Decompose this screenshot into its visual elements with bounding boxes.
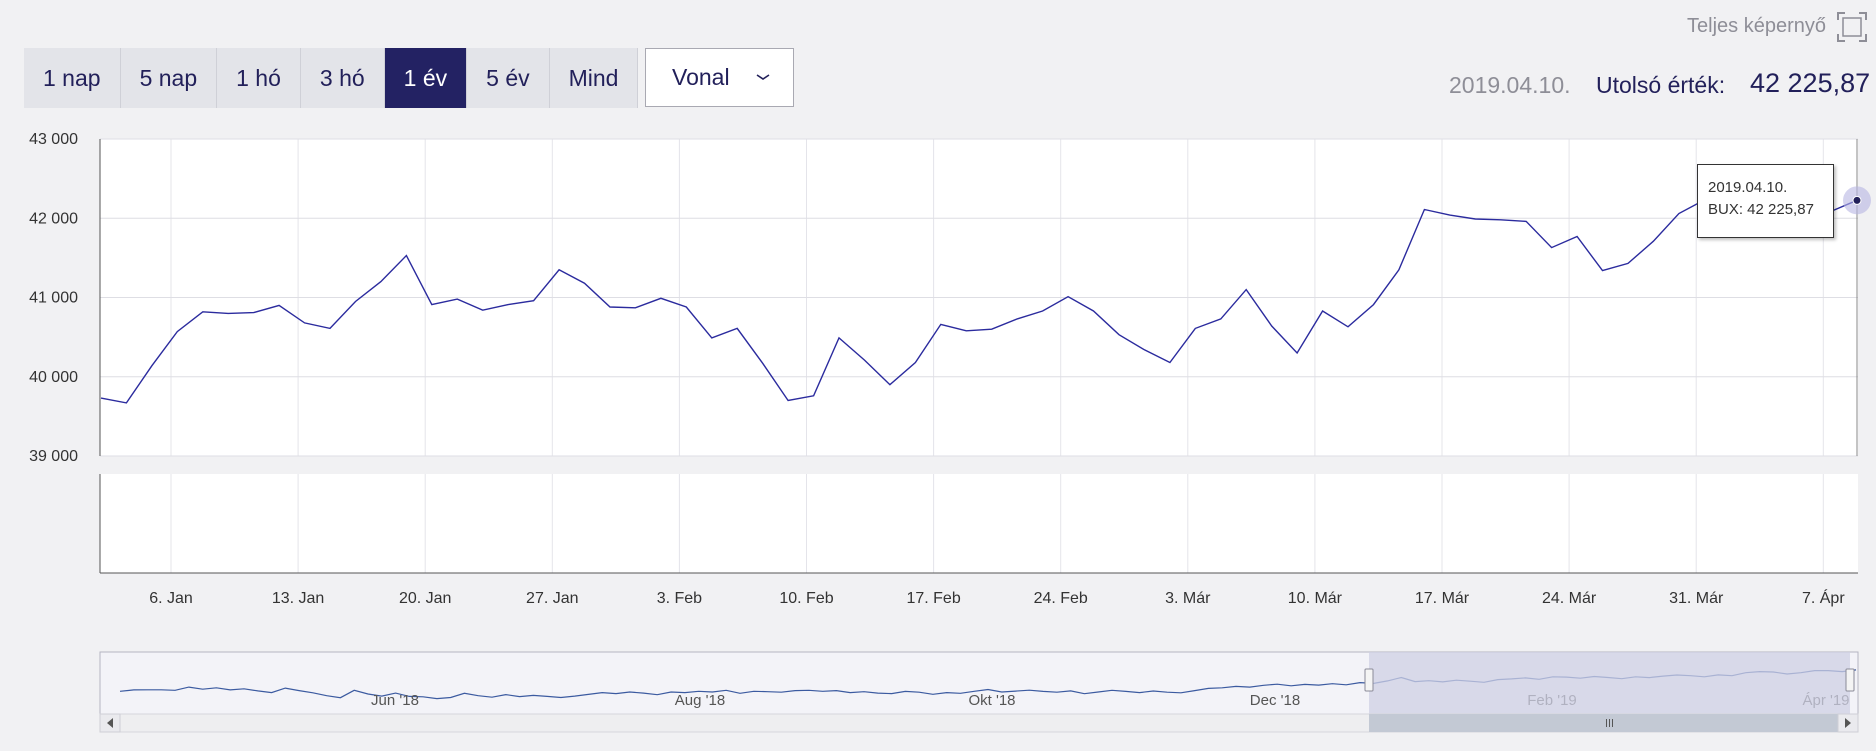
range-button-1-month[interactable]: 1 hó <box>217 48 301 108</box>
fullscreen-icon[interactable] <box>1836 11 1868 43</box>
x-tick-label: 3. Már <box>1165 590 1211 607</box>
x-tick-label: 3. Feb <box>657 590 702 607</box>
last-value: 42 225,87 <box>1750 68 1871 98</box>
x-tick-label: 17. Feb <box>906 590 960 607</box>
range-selector: 1 nap 5 nap 1 hó 3 hó 1 év 5 év Mind <box>24 48 639 108</box>
y-tick-label: 42 000 <box>29 210 78 227</box>
fullscreen-button-label[interactable]: Teljes képernyő <box>1687 15 1826 37</box>
navigator-left-handle[interactable] <box>1364 668 1374 692</box>
y-tick-label: 40 000 <box>29 369 78 386</box>
x-tick-label: 10. Feb <box>779 590 833 607</box>
navigator-label: Dec '18 <box>1250 692 1300 709</box>
navigator-label: Okt '18 <box>968 692 1015 709</box>
x-tick-label: 27. Jan <box>526 590 578 607</box>
volume-plot-area <box>99 474 1858 574</box>
chevron-down-icon <box>756 74 770 80</box>
x-tick-label: 6. Jan <box>149 590 193 607</box>
chart-type-value: Vonal <box>672 64 730 90</box>
x-tick-label: 24. Már <box>1542 590 1597 607</box>
range-button-1-day[interactable]: 1 nap <box>24 48 121 108</box>
range-button-all[interactable]: Mind <box>549 48 639 108</box>
x-tick-label: 31. Már <box>1669 590 1724 607</box>
range-button-5-days[interactable]: 5 nap <box>120 48 218 108</box>
y-tick-label: 41 000 <box>29 290 78 307</box>
x-tick-label: 17. Már <box>1415 590 1470 607</box>
hover-point[interactable] <box>1852 195 1862 205</box>
x-tick-label: 20. Jan <box>399 590 451 607</box>
arrow-left-icon <box>107 718 113 728</box>
x-tick-label: 10. Már <box>1288 590 1343 607</box>
navigator-label: Jun '18 <box>371 692 419 709</box>
x-tick-label: 7. Ápr <box>1802 588 1845 607</box>
y-tick-label: 43 000 <box>29 131 78 148</box>
tooltip-date: 2019.04.10. <box>1708 179 1788 196</box>
navigator-label: Aug '18 <box>675 692 725 709</box>
range-button-5-years[interactable]: 5 év <box>467 48 550 108</box>
last-value-date: 2019.04.10. <box>1449 72 1571 98</box>
volume-background <box>100 474 1858 573</box>
chart-type-dropdown[interactable]: Vonal <box>645 48 794 107</box>
last-value-label: Utolsó érték: <box>1596 72 1726 98</box>
navigator-right-handle[interactable] <box>1845 668 1855 692</box>
arrow-right-icon <box>1845 718 1851 728</box>
navigator-selected-range[interactable] <box>1369 652 1850 714</box>
bux-series-line <box>100 199 1858 404</box>
main-plot-area[interactable] <box>99 138 1871 457</box>
x-axis: 6. Jan 13. Jan 20. Jan 27. Jan 3. Feb 10. Feb… <box>149 588 1845 607</box>
x-tick-label: 24. Feb <box>1034 590 1088 607</box>
tooltip-value: BUX: 42 225,87 <box>1708 201 1814 218</box>
y-axis: 43 000 42 000 41 000 40 000 39 000 <box>29 131 78 465</box>
x-tick-label: 13. Jan <box>272 590 324 607</box>
range-button-1-year[interactable]: 1 év <box>384 48 468 108</box>
y-tick-label: 39 000 <box>29 448 78 465</box>
tooltip: 2019.04.10. BUX: 42 225,87 <box>1697 164 1834 238</box>
range-button-3-months[interactable]: 3 hó <box>300 48 385 108</box>
